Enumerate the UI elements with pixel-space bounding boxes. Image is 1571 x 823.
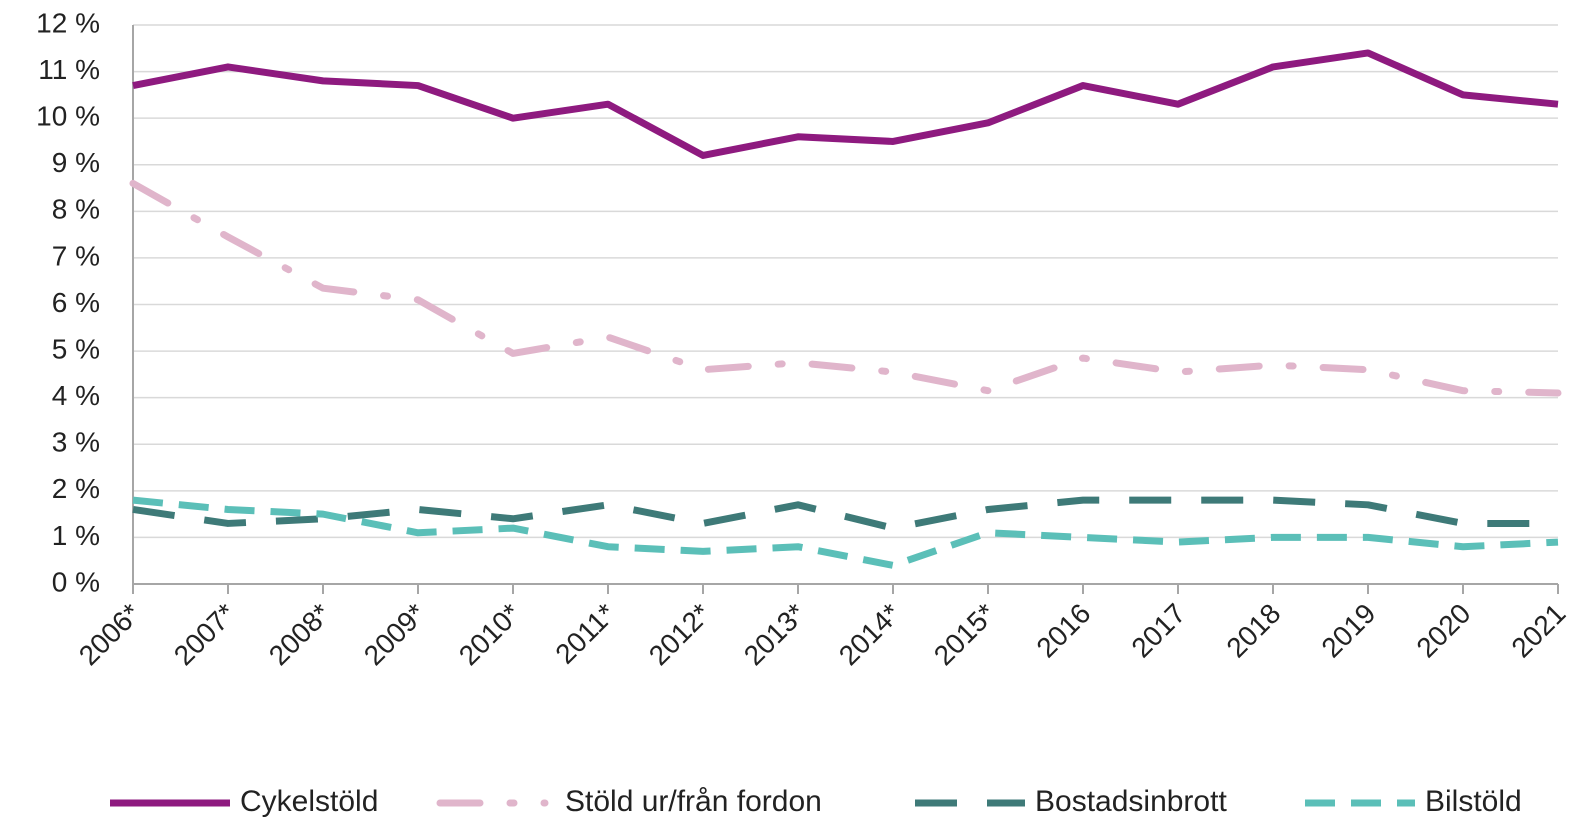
x-tick-label: 2014*	[833, 597, 907, 671]
x-tick-label: 2009*	[358, 597, 432, 671]
line-series	[129, 179, 1562, 397]
line-series	[132, 49, 1559, 159]
x-tick-label: 2008*	[263, 597, 337, 671]
y-tick-label: 12 %	[36, 7, 100, 38]
x-tick-label: 2010*	[453, 597, 527, 671]
legend: Cykelstöld Stöld ur/från fordon Bostadsinb…	[110, 785, 1522, 818]
y-tick-label: 2 %	[52, 473, 100, 504]
x-tick-label: 2015*	[928, 597, 1002, 671]
x-tick-label: 2021	[1505, 598, 1571, 664]
y-tick-label: 10 %	[36, 101, 100, 132]
legend-label: Bostadsinbrott	[1035, 785, 1227, 818]
y-tick-label: 1 %	[52, 520, 100, 551]
legend-label: Stöld ur/från fordon	[565, 785, 822, 818]
legend-label: Cykelstöld	[240, 785, 378, 818]
y-tick-label: 0 %	[52, 566, 100, 597]
y-tick-label: 5 %	[52, 333, 100, 364]
x-tick-label: 2011*	[549, 597, 621, 669]
x-tick-label: 2012*	[643, 597, 717, 671]
y-tick-label: 9 %	[52, 147, 100, 178]
legend-label: Bilstöld	[1425, 785, 1522, 818]
x-tick-label: 2016	[1030, 598, 1096, 664]
y-tick-label: 11 %	[38, 54, 100, 85]
y-tick-label: 3 %	[52, 427, 100, 458]
y-tick-label: 7 %	[52, 240, 100, 271]
x-tick-label: 2019	[1315, 598, 1381, 664]
y-tick-label: 8 %	[52, 194, 100, 225]
y-tick-label: 4 %	[52, 380, 100, 411]
line-series	[132, 496, 1558, 532]
y-tick-label: 6 %	[52, 287, 100, 318]
x-tick-label: 2020	[1410, 598, 1476, 664]
x-tick-label: 2013*	[738, 597, 812, 671]
x-tick-label: 2018	[1220, 598, 1286, 664]
x-tick-label: 2006*	[73, 597, 147, 671]
x-tick-label: 2017	[1125, 598, 1191, 664]
line-series	[132, 496, 1559, 569]
x-tick-label: 2007*	[168, 597, 242, 671]
